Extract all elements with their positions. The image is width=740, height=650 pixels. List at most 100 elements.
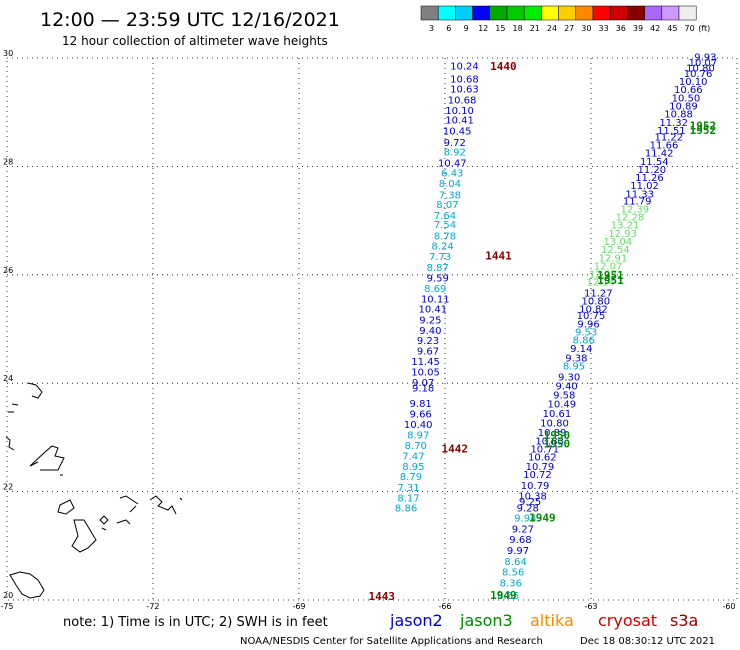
swh-point: 10.72 — [523, 470, 552, 481]
swh-point: 9.28 — [517, 504, 539, 515]
map-subtitle: 12 hour collection of altimeter wave hei… — [62, 34, 328, 48]
swh-point: 9.97 — [507, 546, 529, 557]
y-tick-label: 20 — [3, 591, 13, 600]
swh-point: 11.42 — [645, 149, 674, 160]
swh-point: 11.51 — [657, 126, 686, 137]
swh-point: 9.07 — [412, 378, 434, 389]
swh-point: 8.65 — [497, 591, 519, 602]
scale-swatch — [523, 5, 542, 21]
legend-s3a: s3a — [670, 611, 698, 630]
y-tick-label: 22 — [3, 483, 13, 492]
swh-point: 13.21 — [611, 221, 640, 232]
swh-point: 8.86 — [573, 336, 595, 347]
pass-time-label: 1441 — [485, 250, 512, 263]
scale-label: 15 — [495, 24, 505, 33]
y-tick-label: 30 — [3, 49, 13, 58]
swh-point: 10.76 — [684, 69, 713, 80]
swh-point: 11.20 — [638, 165, 667, 176]
swh-point: 11.45 — [411, 357, 440, 368]
swh-point: 10.62 — [528, 453, 557, 464]
swh-point: 10.41 — [419, 305, 448, 316]
swh-point: 9.68 — [509, 535, 531, 546]
swh-point: 9.66 — [410, 409, 432, 420]
swh-point: 9.30 — [558, 372, 580, 383]
swh-point: 9.81 — [410, 399, 432, 410]
swh-point: 12.14 — [586, 278, 615, 289]
scale-swatch — [506, 5, 525, 21]
swh-point: 10.75 — [577, 311, 606, 322]
credit-line: NOAA/NESDIS Center for Satellite Applica… — [240, 636, 543, 647]
swh-point: 10.68 — [450, 74, 479, 85]
legend-jason3: jason3 — [459, 611, 513, 630]
scale-label: 18 — [513, 24, 523, 33]
swh-point: 10.10 — [445, 106, 474, 117]
scale-label: 12 — [478, 24, 488, 33]
swh-point: 9.25 — [519, 497, 541, 508]
timestamp: Dec 18 08:30:12 UTC 2021 — [580, 636, 715, 647]
swh-point: 10.88 — [664, 110, 693, 121]
swh-point: 7.73 — [429, 252, 451, 263]
scale-swatch — [661, 5, 680, 21]
pass-time-label: 1442 — [441, 443, 468, 456]
swh-point: 11.26 — [635, 173, 664, 184]
swh-point: 11.32 — [659, 118, 688, 129]
swh-point: 9.38 — [565, 354, 587, 365]
scale-swatch — [489, 5, 508, 21]
swh-point: 8.92 — [444, 148, 466, 159]
swh-point: 10.07 — [689, 58, 718, 69]
swh-point: 8.56 — [502, 568, 524, 579]
scale-label: 6 — [446, 24, 451, 33]
swh-point: 8.24 — [431, 241, 453, 252]
swh-point: 10.71 — [530, 445, 559, 456]
x-tick-label: -66 — [438, 602, 451, 611]
swh-point: 12.91 — [599, 253, 628, 264]
scale-swatch — [541, 5, 559, 21]
swh-point: 9.58 — [553, 390, 575, 401]
swh-point: 10.66 — [674, 85, 703, 96]
pass-time-label: 1949 — [529, 511, 556, 524]
color-scale: 3 6 9 12 15 18 21 24 27 30 33 36 39 42 45 70 (ft) — [420, 5, 710, 33]
swh-point: 10.40 — [404, 420, 433, 431]
x-tick-label: -75 — [0, 602, 13, 611]
scale-label: 27 — [564, 24, 574, 33]
swh-point: 10.80 — [686, 64, 715, 75]
pass-time-label: 1443 — [368, 590, 395, 603]
pass-time-label: 1952 — [690, 120, 717, 133]
map-frame — [6, 57, 738, 601]
swh-point: 10.45 — [443, 126, 472, 137]
scale-label: 36 — [616, 24, 626, 33]
pass-time-label: 1950 — [544, 429, 571, 442]
swh-point: 10.10 — [679, 77, 708, 88]
scale-swatch — [592, 5, 611, 21]
swh-point: 9.25 — [419, 316, 441, 327]
swh-point: 8.78 — [434, 232, 456, 243]
swh-point: 8.97 — [407, 430, 429, 441]
scale-swatch — [420, 5, 439, 21]
swh-point: 8.07 — [436, 200, 458, 211]
island-group-north — [5, 403, 65, 476]
scale-label: 33 — [599, 24, 609, 33]
swh-point: 10.68 — [448, 96, 477, 107]
swh-point: 12.17 — [589, 270, 618, 281]
axis-ticks: -75 -72 -69 -66 -63 -60 20 22 24 26 28 30 — [0, 49, 735, 611]
satellite-legend: jason2 jason3 altika cryosat s3a — [389, 611, 698, 630]
swh-point: 10.05 — [411, 368, 440, 379]
swh-point: 10.82 — [579, 305, 608, 316]
scale-swatch — [472, 5, 491, 21]
swh-point: 10.83 — [535, 436, 564, 447]
swh-point: 12.07 — [594, 261, 623, 272]
swh-point: 8.95 — [563, 362, 585, 373]
swh-point: 12.39 — [620, 204, 649, 215]
x-tick-label: -60 — [722, 602, 735, 611]
swh-point: 9.96 — [577, 319, 599, 330]
swh-point: 8.17 — [397, 493, 419, 504]
island-hispaniola — [71, 519, 97, 553]
swh-point: 9.40 — [556, 382, 578, 393]
swh-point: 11.02 — [630, 181, 659, 192]
swh-point: 9.18 — [412, 383, 434, 394]
scale-label: 70 — [685, 24, 695, 33]
swh-point: 11.27 — [584, 288, 613, 299]
pass-time-label: 1951 — [597, 269, 624, 282]
pass-time-label: 1949 — [490, 589, 517, 602]
